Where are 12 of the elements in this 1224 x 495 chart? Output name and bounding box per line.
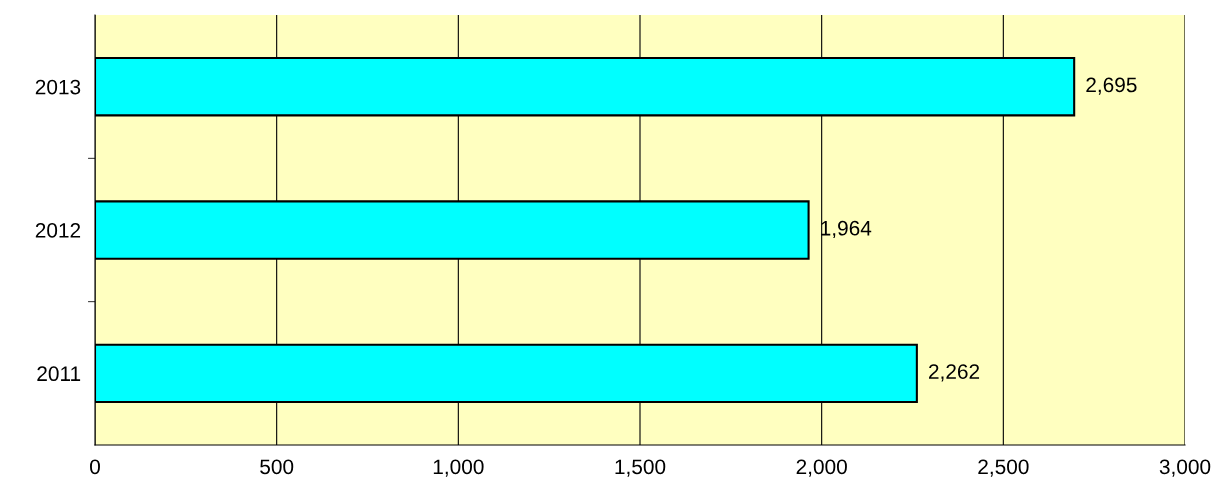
y-tick-label: 2011	[37, 366, 81, 382]
x-tick-label: 1,500	[615, 459, 666, 477]
x-tick-label: 1,000	[433, 459, 484, 477]
x-tick-label: 500	[260, 459, 294, 475]
y-tick-label: 2012	[35, 223, 81, 238]
y-tick-label: 2013	[35, 79, 81, 95]
x-tick-label: 0	[90, 459, 100, 475]
x-tick-label: 2,000	[796, 459, 847, 477]
x-tick-label: 3,000	[1159, 459, 1211, 477]
data-label: 2,262	[929, 364, 980, 382]
x-tick-label: 2,500	[978, 459, 1029, 477]
data-label: 2,695	[1086, 77, 1137, 95]
